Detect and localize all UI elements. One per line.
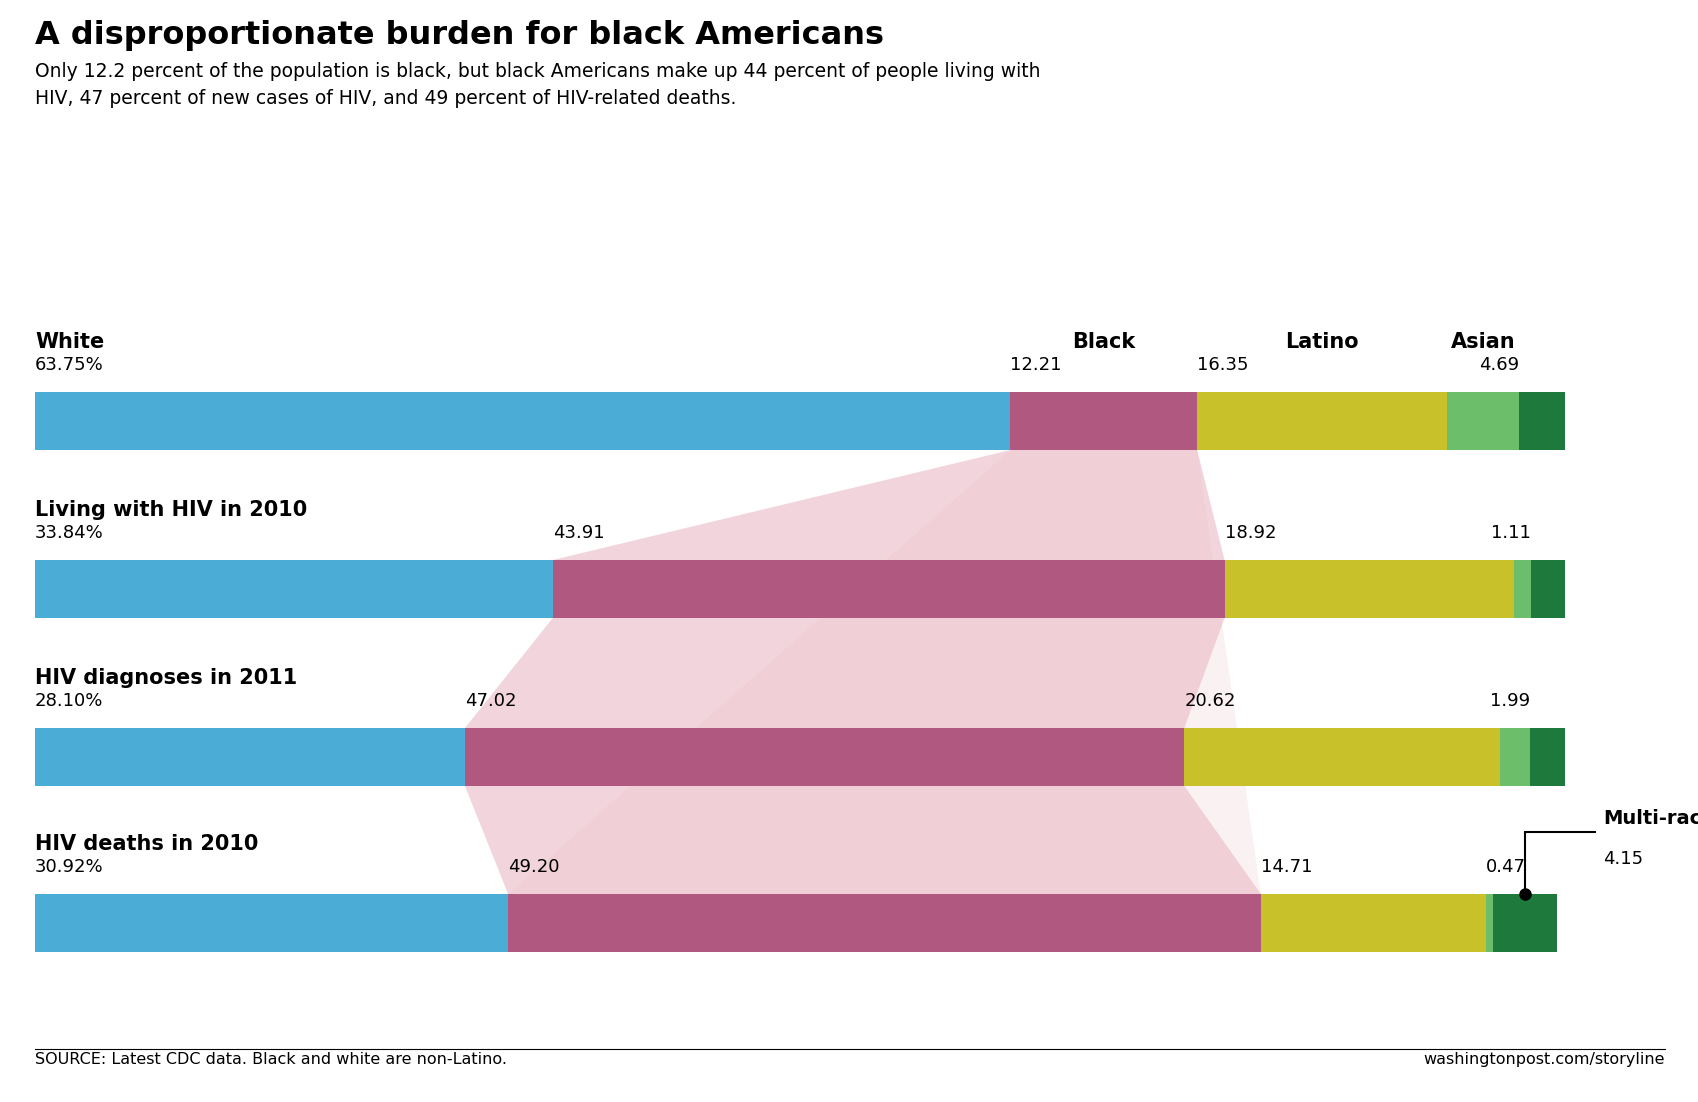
Bar <box>1499 728 1530 786</box>
Text: 28.10%: 28.10% <box>36 692 104 710</box>
Text: 63.75%: 63.75% <box>36 356 104 374</box>
Text: 4.69: 4.69 <box>1479 356 1520 374</box>
Text: 49.20: 49.20 <box>508 858 560 876</box>
Text: 30.92%: 30.92% <box>36 858 104 876</box>
Text: White: White <box>36 332 104 352</box>
Text: 1.11: 1.11 <box>1491 523 1532 542</box>
Text: HIV diagnoses in 2011: HIV diagnoses in 2011 <box>36 668 297 688</box>
Bar <box>36 728 465 786</box>
Text: Asian: Asian <box>1450 332 1516 352</box>
Bar <box>1447 392 1520 450</box>
Bar <box>1520 392 1566 450</box>
Text: Latino: Latino <box>1285 332 1358 352</box>
Text: Multi-racial: Multi-racial <box>1603 809 1698 828</box>
Bar <box>36 560 554 618</box>
Text: Only 12.2 percent of the population is black, but black Americans make up 44 per: Only 12.2 percent of the population is b… <box>36 62 1041 108</box>
Text: 1.99: 1.99 <box>1491 692 1530 710</box>
Bar <box>1184 728 1499 786</box>
Text: 43.91: 43.91 <box>554 523 604 542</box>
Text: 0.47: 0.47 <box>1486 858 1527 876</box>
Text: 33.84%: 33.84% <box>36 523 104 542</box>
Polygon shape <box>554 450 1224 560</box>
Bar <box>1010 392 1197 450</box>
Bar <box>1515 560 1532 618</box>
Text: 16.35: 16.35 <box>1197 356 1248 374</box>
Text: 47.02: 47.02 <box>465 692 516 710</box>
Text: 20.62: 20.62 <box>1184 692 1236 710</box>
Bar <box>1530 728 1566 786</box>
Text: 4.15: 4.15 <box>1603 850 1644 868</box>
Bar <box>1224 560 1515 618</box>
Text: washingtonpost.com/storyline: washingtonpost.com/storyline <box>1423 1052 1666 1067</box>
Text: 18.92: 18.92 <box>1224 523 1277 542</box>
Text: A disproportionate burden for black Americans: A disproportionate burden for black Amer… <box>36 20 885 51</box>
Bar <box>1486 894 1493 952</box>
Text: SOURCE: Latest CDC data. Black and white are non-Latino.: SOURCE: Latest CDC data. Black and white… <box>36 1052 508 1067</box>
Bar <box>508 894 1262 952</box>
Bar <box>1262 894 1486 952</box>
Polygon shape <box>465 786 1262 894</box>
Text: Living with HIV in 2010: Living with HIV in 2010 <box>36 500 307 520</box>
Text: 12.21: 12.21 <box>1010 356 1061 374</box>
Bar <box>1197 392 1447 450</box>
Bar <box>1493 894 1557 952</box>
Polygon shape <box>508 450 1262 894</box>
Text: Black: Black <box>1071 332 1136 352</box>
Text: HIV deaths in 2010: HIV deaths in 2010 <box>36 834 258 854</box>
Text: 14.71: 14.71 <box>1262 858 1313 876</box>
Polygon shape <box>465 618 1224 728</box>
Bar <box>554 560 1224 618</box>
Bar <box>36 894 508 952</box>
Bar <box>36 392 1010 450</box>
Bar <box>465 728 1184 786</box>
Bar <box>1532 560 1566 618</box>
